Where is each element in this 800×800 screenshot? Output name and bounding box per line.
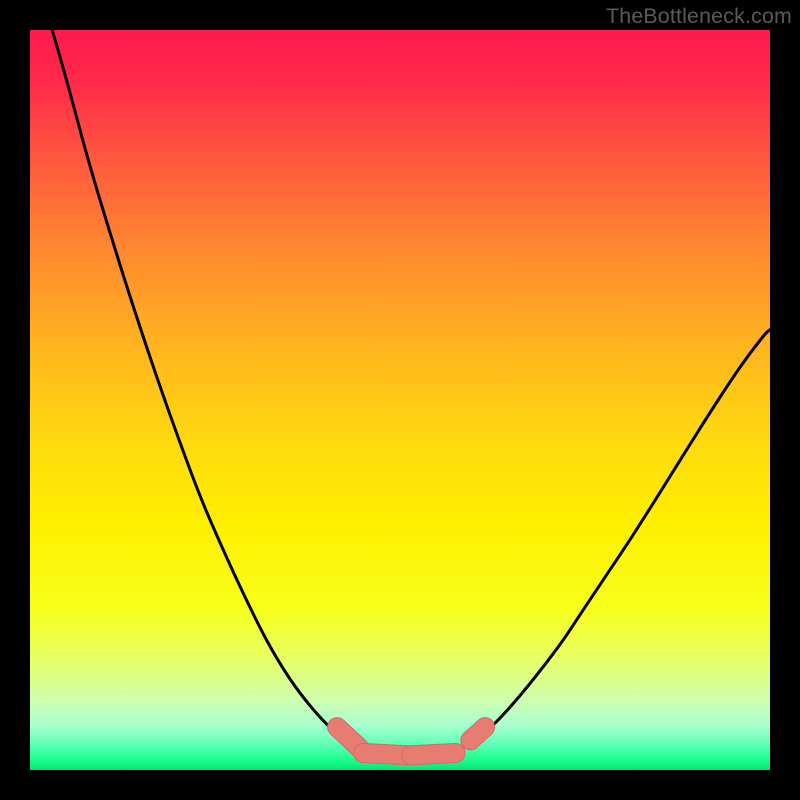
data-marker-2	[411, 753, 455, 755]
chart-overlay	[30, 30, 770, 770]
curve-layer	[52, 30, 770, 755]
watermark-text: TheBottleneck.com	[606, 4, 792, 29]
plot-area	[30, 30, 770, 770]
chart-frame: TheBottleneck.com	[0, 0, 800, 800]
data-marker-1	[363, 753, 407, 755]
marker-layer	[337, 727, 485, 755]
data-marker-0	[337, 727, 359, 748]
bottleneck-curve-path	[52, 30, 770, 755]
data-marker-3	[470, 727, 485, 740]
